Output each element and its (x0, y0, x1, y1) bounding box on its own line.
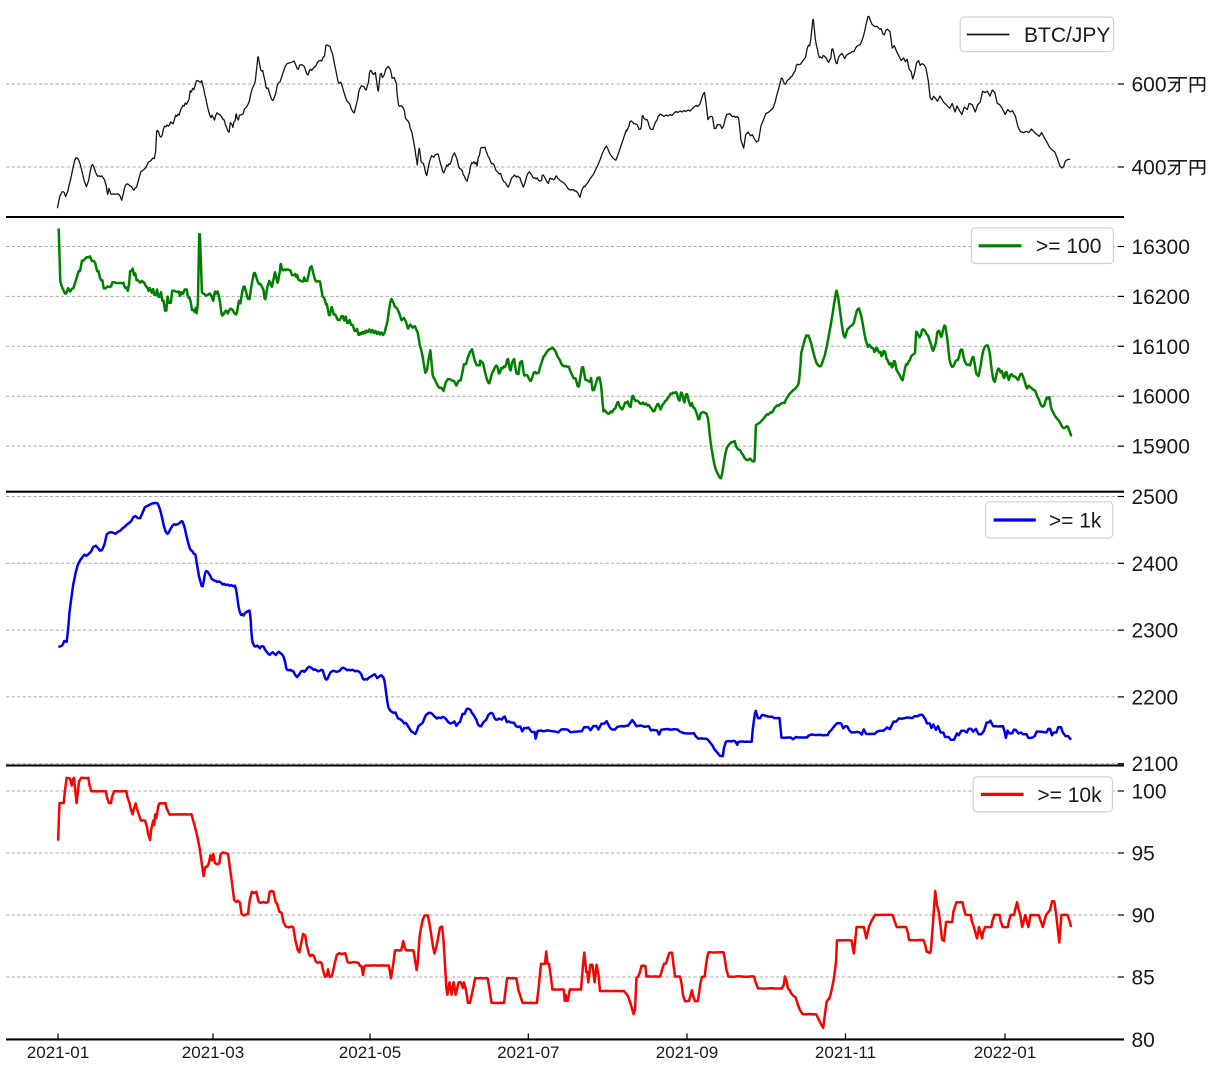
svg-text:100: 100 (1132, 781, 1167, 804)
svg-text:15900: 15900 (1132, 436, 1190, 459)
svg-text:>= 1k: >= 1k (1049, 509, 1102, 532)
svg-text:>= 100: >= 100 (1036, 235, 1101, 258)
svg-text:2021-07: 2021-07 (497, 1043, 559, 1062)
svg-text:600: 600 (1132, 74, 1167, 97)
svg-text:16200: 16200 (1132, 286, 1190, 309)
svg-text:2400: 2400 (1132, 553, 1179, 576)
svg-text:2021-03: 2021-03 (182, 1043, 244, 1062)
svg-text:2021-11: 2021-11 (815, 1043, 876, 1062)
svg-text:BTC/JPY: BTC/JPY (1024, 24, 1110, 47)
svg-text:>= 10k: >= 10k (1037, 784, 1102, 807)
svg-text:2022-01: 2022-01 (974, 1043, 1036, 1062)
svg-text:16000: 16000 (1132, 386, 1190, 409)
svg-text:95: 95 (1132, 843, 1155, 866)
svg-text:85: 85 (1132, 967, 1155, 990)
svg-text:16300: 16300 (1132, 236, 1190, 259)
svg-text:2021-09: 2021-09 (656, 1043, 718, 1062)
svg-text:2100: 2100 (1132, 753, 1179, 776)
svg-text:2021-05: 2021-05 (339, 1043, 401, 1062)
svg-text:80: 80 (1132, 1029, 1155, 1052)
svg-text:2500: 2500 (1132, 486, 1179, 509)
svg-text:2300: 2300 (1132, 620, 1179, 643)
svg-text:16100: 16100 (1132, 336, 1190, 359)
svg-text:90: 90 (1132, 905, 1155, 928)
svg-text:2200: 2200 (1132, 686, 1179, 709)
svg-text:400: 400 (1132, 157, 1167, 180)
svg-text:2021-01: 2021-01 (27, 1043, 89, 1062)
